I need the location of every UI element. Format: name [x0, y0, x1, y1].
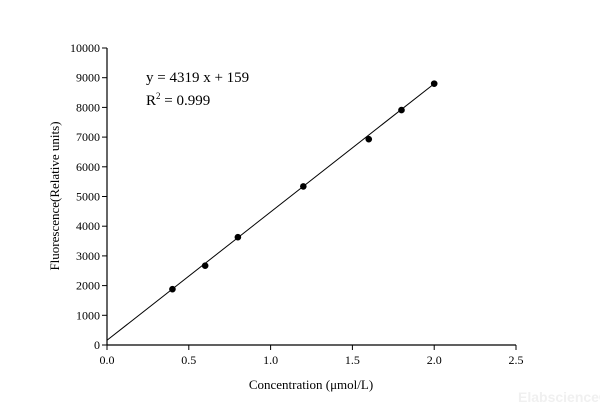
- data-point: [169, 285, 176, 293]
- y-tick-label: 6000: [76, 160, 100, 174]
- trendline: [106, 83, 435, 341]
- x-tick-label: 2.5: [509, 353, 524, 367]
- x-axis-title: Concentration (μmol/L): [249, 377, 373, 392]
- data-point: [398, 106, 405, 114]
- data-point: [365, 135, 373, 143]
- y-axis-title: Fluorescence(Relative units): [47, 121, 62, 270]
- y-tick-label: 10000: [70, 41, 100, 55]
- x-tick-label: 0.0: [100, 353, 115, 367]
- y-tick-label: 7000: [76, 130, 100, 144]
- y-tick-label: 5000: [76, 190, 100, 204]
- y-tick-label: 9000: [76, 71, 100, 85]
- x-tick-label: 1.0: [263, 353, 278, 367]
- y-tick-label: 3000: [76, 249, 100, 263]
- y-tick-label: 8000: [76, 100, 100, 114]
- y-tick-label: 2000: [76, 279, 100, 293]
- y-tick-label: 1000: [76, 308, 100, 322]
- data-point: [300, 183, 307, 190]
- data-point: [201, 262, 209, 270]
- equation-label: y = 4319 x + 159: [146, 70, 249, 86]
- x-tick-label: 2.0: [427, 353, 442, 367]
- data-point: [430, 80, 438, 87]
- x-tick-label: 1.5: [345, 353, 360, 367]
- r-squared-label: R2 = 0.999: [146, 91, 210, 109]
- x-tick-label: 0.5: [181, 353, 196, 367]
- data-point: [234, 233, 242, 241]
- y-tick-label: 0: [94, 338, 100, 352]
- watermark-logo: Elabscience®: [518, 389, 600, 405]
- y-tick-label: 4000: [76, 219, 100, 233]
